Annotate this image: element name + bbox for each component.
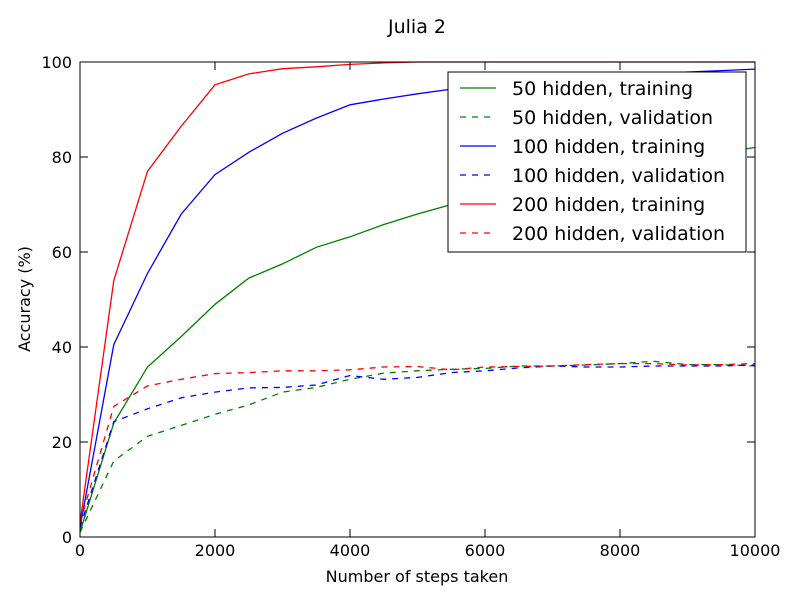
legend-entries: 50 hidden, training 50 hidden, validation… (460, 78, 725, 245)
legend-box (447, 71, 747, 253)
legend-label: 200 hidden, validation (512, 223, 725, 245)
x-tick-label: 2000 (195, 541, 236, 560)
x-tick-label: 8000 (600, 541, 641, 560)
y-tick-label: 80 (52, 148, 72, 167)
x-tick-label: 10000 (730, 541, 781, 560)
x-axis-label: Number of steps taken (326, 567, 509, 586)
series-line-4 (79, 364, 756, 528)
y-tick-label: 100 (41, 53, 72, 72)
legend-label: 100 hidden, validation (512, 165, 725, 187)
x-tick-label: 4000 (330, 541, 371, 560)
x-tick-label: 6000 (465, 541, 506, 560)
legend-label: 50 hidden, training (512, 78, 693, 100)
y-axis: 0 20 40 60 80 100 (41, 53, 755, 547)
x-axis: 0 2000 4000 6000 8000 10000 (75, 62, 781, 560)
series-line-6 (79, 362, 756, 523)
y-tick-label: 20 (52, 433, 72, 452)
y-tick-label: 60 (52, 243, 72, 262)
x-tick-label: 0 (75, 541, 85, 560)
legend-label: 50 hidden, validation (512, 107, 713, 129)
y-tick-label: 0 (62, 528, 72, 547)
y-axis-label: Accuracy (%) (15, 246, 34, 352)
series-line-2 (79, 360, 756, 533)
plot-frame (79, 61, 756, 538)
legend-label: 200 hidden, training (512, 194, 705, 216)
chart-title: Julia 2 (387, 16, 446, 38)
legend: 50 hidden, training 50 hidden, validation… (447, 71, 747, 253)
y-tick-label: 40 (52, 338, 72, 357)
legend-label: 100 hidden, training (512, 136, 705, 158)
